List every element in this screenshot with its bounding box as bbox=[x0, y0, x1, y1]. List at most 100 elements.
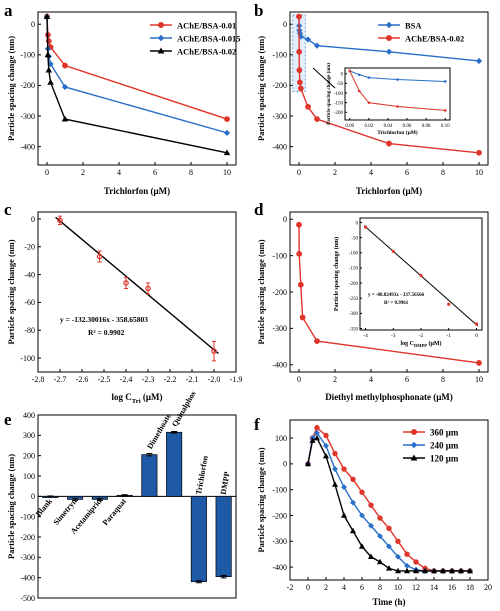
inset-x-tick-label: 0.04 bbox=[384, 124, 393, 129]
panel-letter-e: e bbox=[4, 410, 12, 429]
y-tick-label: -200 bbox=[272, 511, 287, 520]
inset-y-tick-label: -150 bbox=[349, 267, 359, 272]
inset-y-tick-label: -200 bbox=[349, 282, 359, 287]
panel-b-series-point bbox=[313, 42, 321, 49]
x-tick-label: 6 bbox=[405, 168, 409, 177]
panel-c-fit-line bbox=[55, 216, 219, 355]
panel-f-series-point bbox=[466, 567, 474, 574]
panel-a-legend-marker bbox=[157, 47, 165, 54]
panel-f-series-point bbox=[313, 434, 321, 441]
inset-y-tick-label: -100 bbox=[349, 252, 359, 257]
panel-b-inset-point bbox=[358, 73, 361, 77]
panel-d-inset-point bbox=[474, 322, 479, 326]
panel-f-series-point bbox=[332, 466, 338, 472]
panel-b-legend-marker bbox=[385, 21, 393, 29]
panel-f-series-point bbox=[368, 502, 374, 508]
panel-f-legend-label: 120 μm bbox=[430, 454, 459, 464]
x-tick-label: 20 bbox=[484, 583, 492, 592]
x-tick-label: 2 bbox=[81, 168, 85, 177]
y-tick-label: -400 bbox=[20, 142, 35, 151]
panel-a-xlabel: Trichlorfon (μM) bbox=[104, 186, 170, 196]
panel-f-series-point bbox=[349, 527, 357, 534]
y-tick-label: -100 bbox=[272, 51, 287, 60]
panel-a-series-point bbox=[47, 78, 54, 85]
panel-e-category-label: Blank bbox=[34, 496, 54, 518]
y-tick-label: 0 bbox=[31, 20, 35, 29]
panel-f-series-point bbox=[341, 466, 347, 472]
panel-b-inset-point bbox=[443, 109, 447, 112]
panel-a-series-point bbox=[223, 129, 231, 136]
panel-b-inset-point bbox=[443, 80, 447, 83]
panel-f-series-point bbox=[323, 442, 329, 449]
panel-f-legend-marker bbox=[411, 429, 417, 435]
x-tick-label: 4 bbox=[117, 168, 121, 177]
x-tick-label: 2 bbox=[324, 583, 328, 592]
y-tick-label: -300 bbox=[20, 553, 35, 562]
panel-f-series-point bbox=[340, 512, 348, 518]
y-tick-label: 200 bbox=[23, 451, 35, 460]
panel-f-series-point bbox=[457, 567, 465, 574]
inset-x-tick-label: 0 bbox=[475, 333, 478, 339]
panel-b-series-point bbox=[296, 48, 303, 55]
y-tick-label: 0 bbox=[31, 215, 35, 224]
panel-f-series-point bbox=[403, 567, 411, 574]
x-tick-label: 2 bbox=[333, 168, 337, 177]
panel-d-inset-point bbox=[419, 273, 423, 278]
inset-x-tick-label: 0.00 bbox=[345, 124, 354, 129]
panel-f-legend-marker bbox=[410, 441, 418, 449]
panel-b-inset-frame bbox=[344, 67, 451, 121]
x-tick-label: -2.0 bbox=[208, 375, 221, 384]
panel-b-legend-label: BSA bbox=[405, 21, 422, 31]
y-tick-label: -200 bbox=[20, 533, 35, 542]
panel-f-series-point bbox=[395, 538, 401, 544]
panel-d-inset-ylabel: Particle spacing change (nm) bbox=[333, 237, 340, 311]
plot-frame bbox=[37, 414, 237, 599]
panel-a-series-line bbox=[46, 16, 228, 154]
x-tick-label: 10 bbox=[475, 168, 483, 177]
panel-b-inset-point bbox=[367, 101, 371, 104]
inset-x-tick-label: 0.10 bbox=[441, 124, 450, 129]
x-tick-label: -2.2 bbox=[164, 375, 177, 384]
panel-a-series-line bbox=[46, 16, 228, 120]
y-tick-label: -100 bbox=[272, 485, 287, 494]
x-tick-label: 10 bbox=[223, 168, 231, 177]
panel-b-series-point bbox=[296, 13, 302, 20]
y-tick-label: -300 bbox=[20, 112, 35, 121]
y-tick-label: -300 bbox=[272, 112, 287, 121]
panel-f-legend-label: 240 μm bbox=[430, 441, 459, 451]
x-tick-label: -2.8 bbox=[32, 375, 45, 384]
panel-b-legend-label: AChE/BSA-0.02 bbox=[405, 34, 464, 44]
panel-e-bar bbox=[141, 454, 158, 497]
inset-y-tick-label: -50 bbox=[336, 82, 343, 87]
y-tick-label: 0 bbox=[31, 492, 35, 501]
inset-y-tick-label: -200 bbox=[334, 111, 344, 116]
y-tick-label: -200 bbox=[272, 81, 287, 90]
y-tick-label: 0 bbox=[283, 460, 287, 469]
x-tick-label: 14 bbox=[430, 583, 438, 592]
inset-y-tick-label: -300 bbox=[349, 312, 359, 317]
panel-b-inset-point bbox=[367, 76, 371, 79]
x-tick-label: 4 bbox=[342, 583, 346, 592]
panel-f-series-point bbox=[350, 499, 356, 506]
panel-a-ylabel: Particle spacing change (nm) bbox=[6, 36, 16, 141]
panel-b-series-point bbox=[297, 79, 303, 86]
inset-x-tick-label: 0.08 bbox=[422, 124, 431, 129]
inset-y-tick-label: -50 bbox=[351, 236, 358, 241]
inset-x-tick-label: -4 bbox=[363, 333, 368, 339]
x-tick-label: 6 bbox=[153, 168, 157, 177]
panel-d-inset-point bbox=[363, 225, 368, 229]
panel-b-ylabel: Particle spacing change (nm) bbox=[256, 36, 266, 141]
panel-b-inset-pointer bbox=[312, 67, 336, 89]
x-tick-label: -2 bbox=[287, 583, 294, 592]
inset-y-tick-label: -350 bbox=[349, 327, 359, 332]
panel-f-series-point bbox=[322, 452, 330, 459]
y-tick-label: -40 bbox=[24, 270, 35, 279]
y-tick-label: -100 bbox=[20, 512, 35, 521]
y-tick-label: 100 bbox=[275, 434, 287, 443]
panel-a-legend-marker bbox=[157, 34, 165, 42]
x-tick-label: 18 bbox=[466, 583, 474, 592]
inset-x-tick-label: 0.06 bbox=[403, 124, 412, 129]
panel-b-inset-point bbox=[348, 69, 352, 73]
y-tick-label: 300 bbox=[23, 431, 35, 440]
panel-a-series-point bbox=[44, 51, 52, 58]
